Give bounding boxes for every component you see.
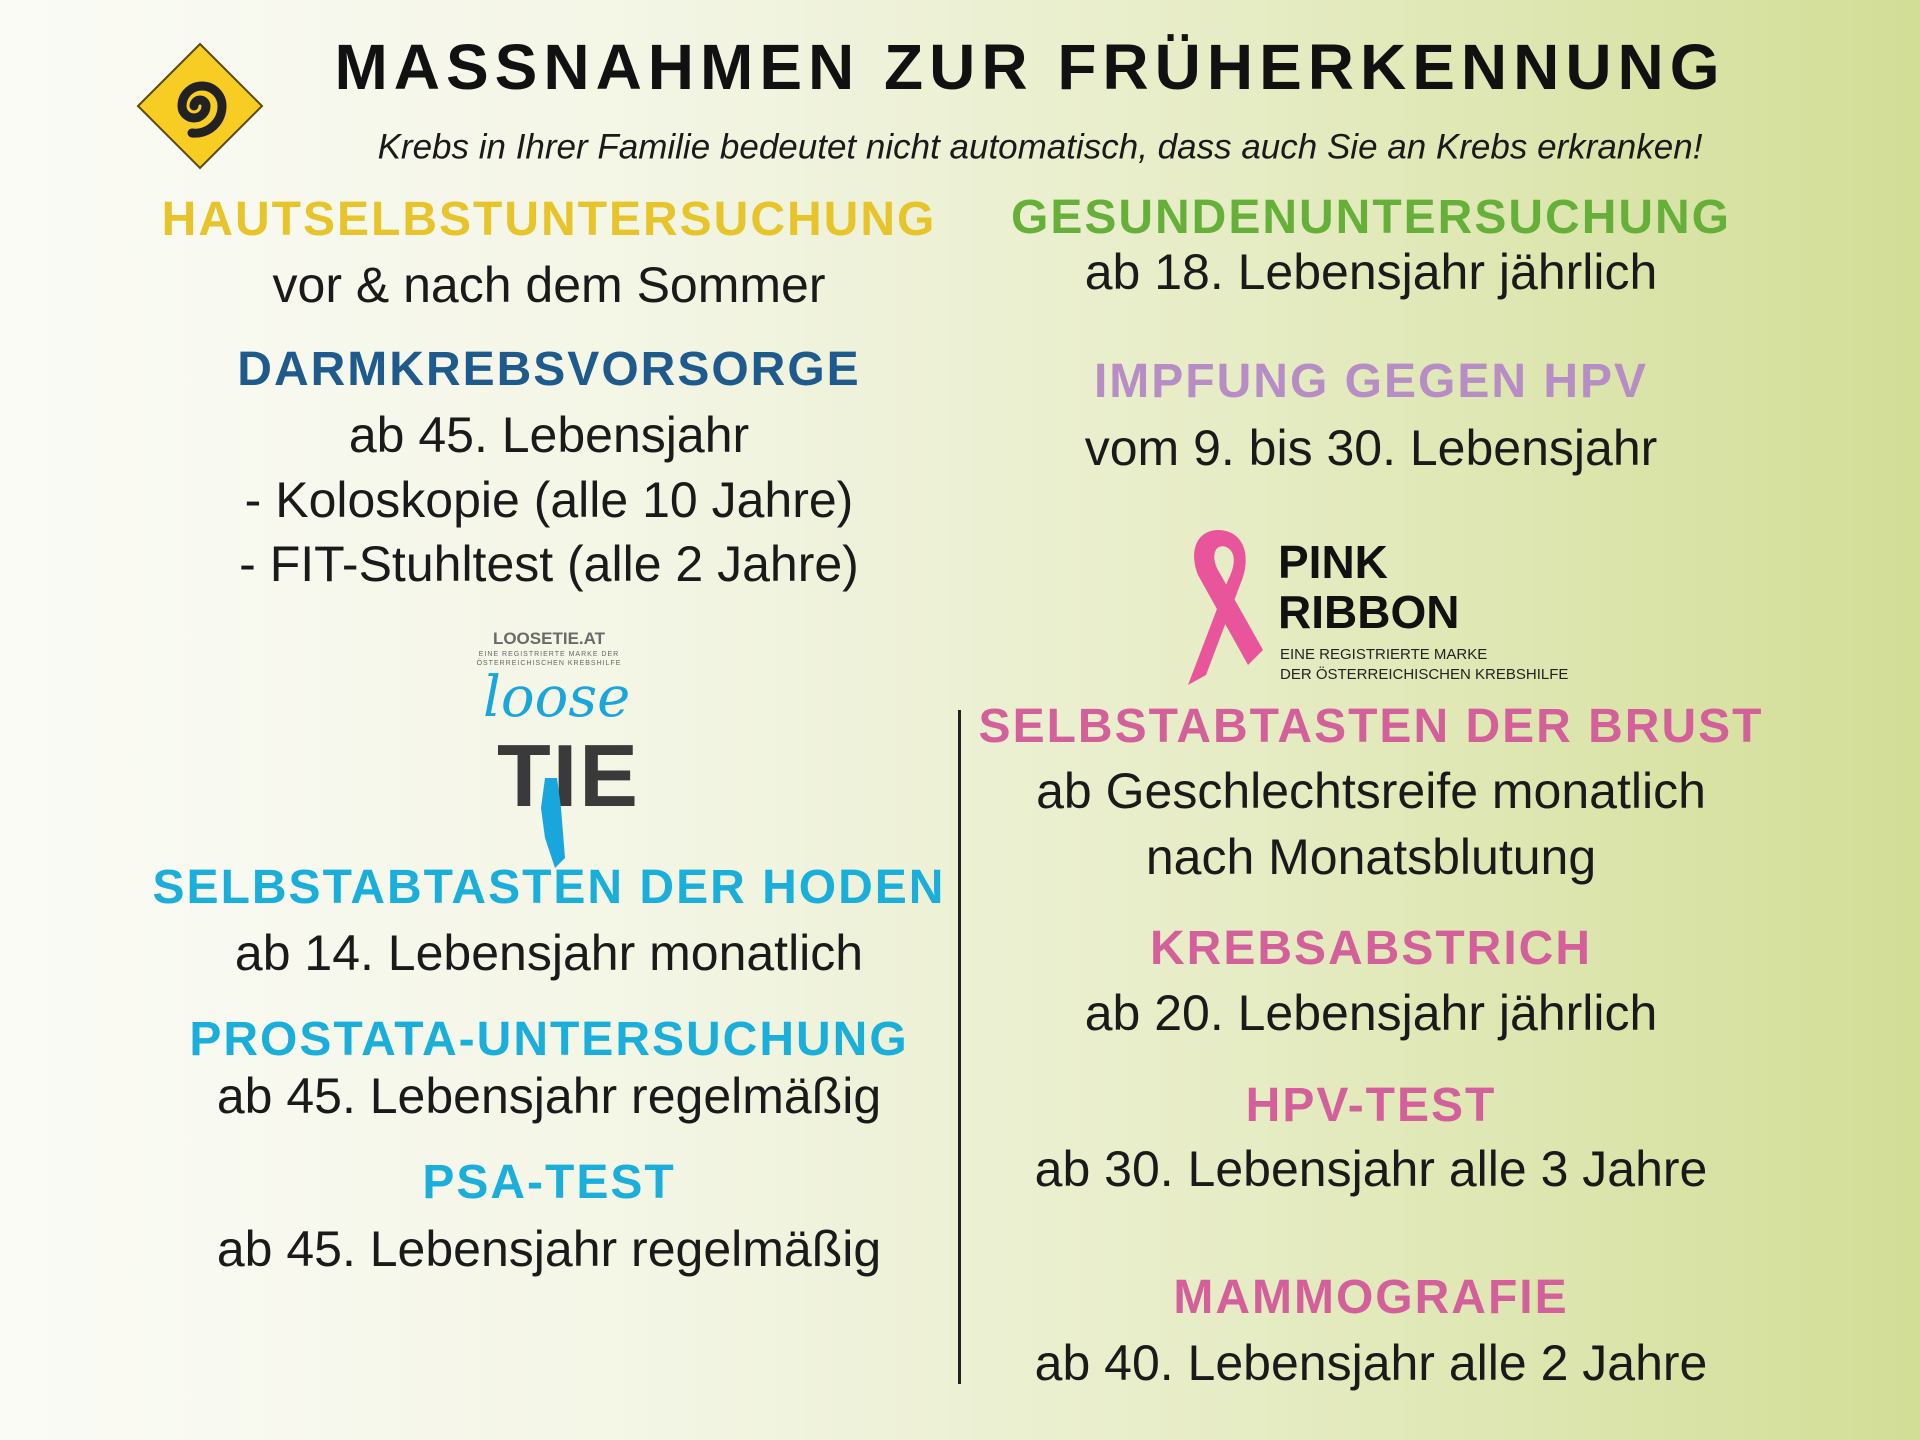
tie-icon	[541, 778, 565, 868]
text-line: ab 45. Lebensjahr regelmäßig	[216, 1068, 882, 1124]
text-line: ab 45. Lebensjahr	[348, 407, 750, 463]
text-line: ab 45. Lebensjahr regelmäßig	[216, 1221, 882, 1277]
text-line: ab 30. Lebensjahr alle 3 Jahre	[1034, 1141, 1708, 1197]
heading-psa-test: PSA-TEST	[422, 1156, 676, 1209]
heading-hautselbstuntersuchung: HAUTSELBSTUNTERSUCHUNG	[161, 193, 937, 246]
heading-selbstabtasten-hoden: SELBSTABTASTEN DER HODEN	[152, 861, 946, 914]
text-line: - FIT-Stuhltest (alle 2 Jahre)	[239, 536, 859, 592]
heading-hpv-test: HPV-TEST	[1245, 1079, 1497, 1132]
heading-krebsabstrich: KREBSABSTRICH	[1149, 922, 1593, 975]
text-line: vom 9. bis 30. Lebensjahr	[1084, 420, 1658, 476]
loosetie-script: loose	[483, 665, 631, 730]
heading-impfung-hpv: IMPFUNG GEGEN HPV	[1093, 355, 1649, 408]
pinkribbon-line1: PINK	[1278, 536, 1388, 588]
text-line: ab 40. Lebensjahr alle 2 Jahre	[1034, 1335, 1708, 1391]
pinkribbon-logo: PINK RIBBON EINE REGISTRIERTE MARKE DER …	[1170, 525, 1590, 690]
column-divider	[958, 710, 961, 1384]
loosetie-logo: LOOSETIE.AT EINE REGISTRIERTE MARKE DER …	[469, 628, 638, 868]
pinkribbon-line2: RIBBON	[1278, 586, 1460, 638]
heading-prostata-untersuchung: PROSTATA-UNTERSUCHUNG	[189, 1013, 909, 1066]
text-line: ab Geschlechtsreife monatlich	[1036, 763, 1706, 819]
loosetie-tag: EINE REGISTRIERTE MARKE DER	[478, 651, 620, 658]
heading-gesundenuntersuchung: GESUNDENUNTERSUCHUNG	[1010, 191, 1732, 244]
text-line: - Koloskopie (alle 10 Jahre)	[244, 472, 854, 528]
page-title: MASSNAHMEN ZUR FRÜHERKENNUNG	[334, 31, 1726, 103]
text-line: ab 20. Lebensjahr jährlich	[1084, 985, 1658, 1041]
text-line: vor & nach dem Sommer	[272, 257, 826, 313]
loosetie-tag: ÖSTERREICHISCHEN KREBSHILFE	[476, 660, 622, 667]
text-line: ab 14. Lebensjahr monatlich	[234, 925, 864, 981]
pink-ribbon-icon	[1188, 530, 1263, 685]
loosetie-site: LOOSETIE.AT	[492, 629, 606, 648]
heading-darmkrebsvorsorge: DARMKREBSVORSORGE	[237, 343, 861, 396]
spiral-diamond-icon	[136, 42, 264, 170]
text-line: nach Monatsblutung	[1145, 829, 1597, 885]
heading-mammografie: MAMMOGRAFIE	[1173, 1271, 1569, 1324]
pinkribbon-tag: DER ÖSTERREICHISCHEN KREBSHILFE	[1280, 666, 1569, 683]
page-subtitle: Krebs in Ihrer Familie bedeutet nicht au…	[377, 127, 1703, 167]
text-line: ab 18. Lebensjahr jährlich	[1084, 244, 1658, 300]
loosetie-word: TIE	[497, 726, 640, 825]
pinkribbon-tag: EINE REGISTRIERTE MARKE	[1280, 646, 1488, 663]
heading-selbstabtasten-brust: SELBSTABTASTEN DER BRUST	[978, 700, 1764, 753]
